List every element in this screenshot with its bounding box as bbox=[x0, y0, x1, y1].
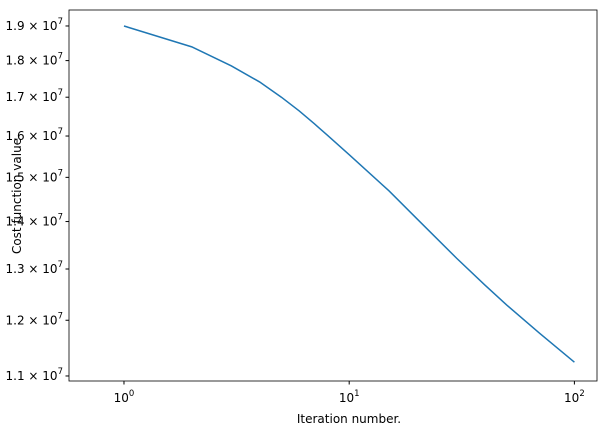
y-axis-label: Cost function value bbox=[10, 138, 24, 254]
y-tick-label: 1.4 × 107 bbox=[6, 212, 63, 228]
y-tick-label: 1.1 × 107 bbox=[6, 366, 63, 382]
x-axis-label: Iteration number. bbox=[297, 412, 401, 426]
y-tick-label: 1.3 × 107 bbox=[6, 259, 63, 275]
y-tick-label: 1.6 × 107 bbox=[6, 127, 63, 143]
y-tick-label: 1.2 × 107 bbox=[6, 311, 63, 327]
y-tick-label: 1.9 × 107 bbox=[6, 16, 63, 32]
plot-frame bbox=[68, 9, 598, 382]
x-tick-label: 102 bbox=[564, 389, 585, 405]
data-line bbox=[123, 25, 575, 363]
y-tick-label: 1.7 × 107 bbox=[6, 88, 63, 104]
y-tick-label: 1.8 × 107 bbox=[6, 51, 63, 67]
x-tick-label: 101 bbox=[339, 389, 360, 405]
x-tick-label: 100 bbox=[114, 389, 135, 405]
y-tick-label: 1.5 × 107 bbox=[6, 168, 63, 184]
